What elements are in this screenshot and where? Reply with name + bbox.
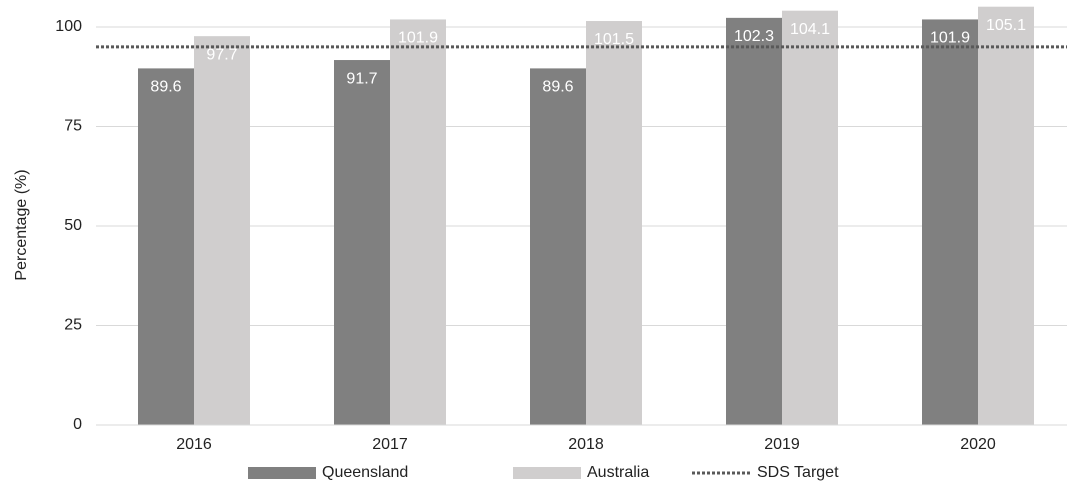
x-tick-label: 2019 xyxy=(764,436,800,453)
y-tick-label: 75 xyxy=(64,118,82,135)
x-tick-label: 2018 xyxy=(568,436,604,453)
legend-label: Australia xyxy=(587,464,649,481)
bar xyxy=(726,17,782,425)
y-tick-label: 25 xyxy=(64,317,82,334)
x-tick-label: 2017 xyxy=(372,436,408,453)
x-tick-label: 2020 xyxy=(960,436,996,453)
bar xyxy=(922,19,978,426)
bar xyxy=(194,36,250,426)
data-label: 89.6 xyxy=(542,79,573,96)
y-tick-label: 100 xyxy=(55,18,82,35)
x-tick-label: 2016 xyxy=(176,436,212,453)
bar xyxy=(978,6,1034,426)
legend-label: SDS Target xyxy=(757,464,839,481)
data-label: 101.5 xyxy=(594,31,634,48)
legend-label: Queensland xyxy=(322,464,408,481)
bar xyxy=(334,60,390,426)
legend-swatch xyxy=(513,467,581,479)
data-label: 104.1 xyxy=(790,21,830,38)
bar xyxy=(782,10,838,425)
bar xyxy=(138,68,194,425)
data-label: 89.6 xyxy=(150,79,181,96)
data-label: 102.3 xyxy=(734,28,774,45)
data-label: 101.9 xyxy=(398,30,438,47)
data-label: 105.1 xyxy=(986,17,1026,34)
bar xyxy=(530,68,586,425)
data-label: 91.7 xyxy=(346,70,377,87)
y-tick-label: 0 xyxy=(73,416,82,433)
data-label: 97.7 xyxy=(206,46,237,63)
y-tick-label: 50 xyxy=(64,217,82,234)
bar xyxy=(390,19,446,426)
bar xyxy=(586,21,642,426)
legend-swatch xyxy=(248,467,316,479)
y-axis-label: Percentage (%) xyxy=(13,169,30,280)
data-label: 101.9 xyxy=(930,30,970,47)
